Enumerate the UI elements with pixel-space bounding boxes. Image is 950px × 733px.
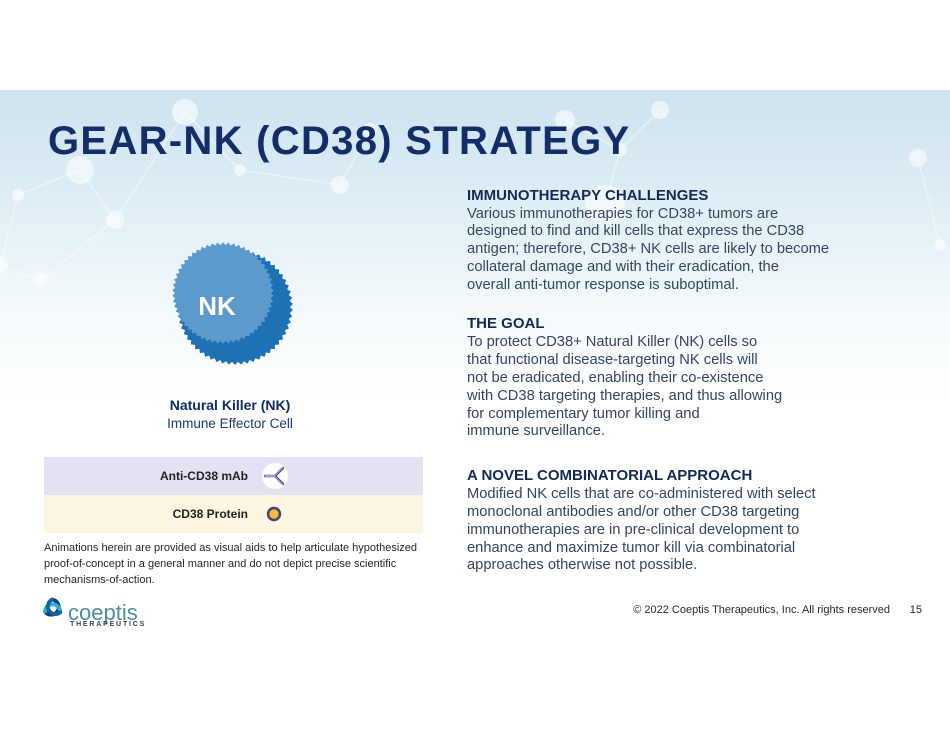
svg-text:NK: NK — [198, 291, 236, 321]
